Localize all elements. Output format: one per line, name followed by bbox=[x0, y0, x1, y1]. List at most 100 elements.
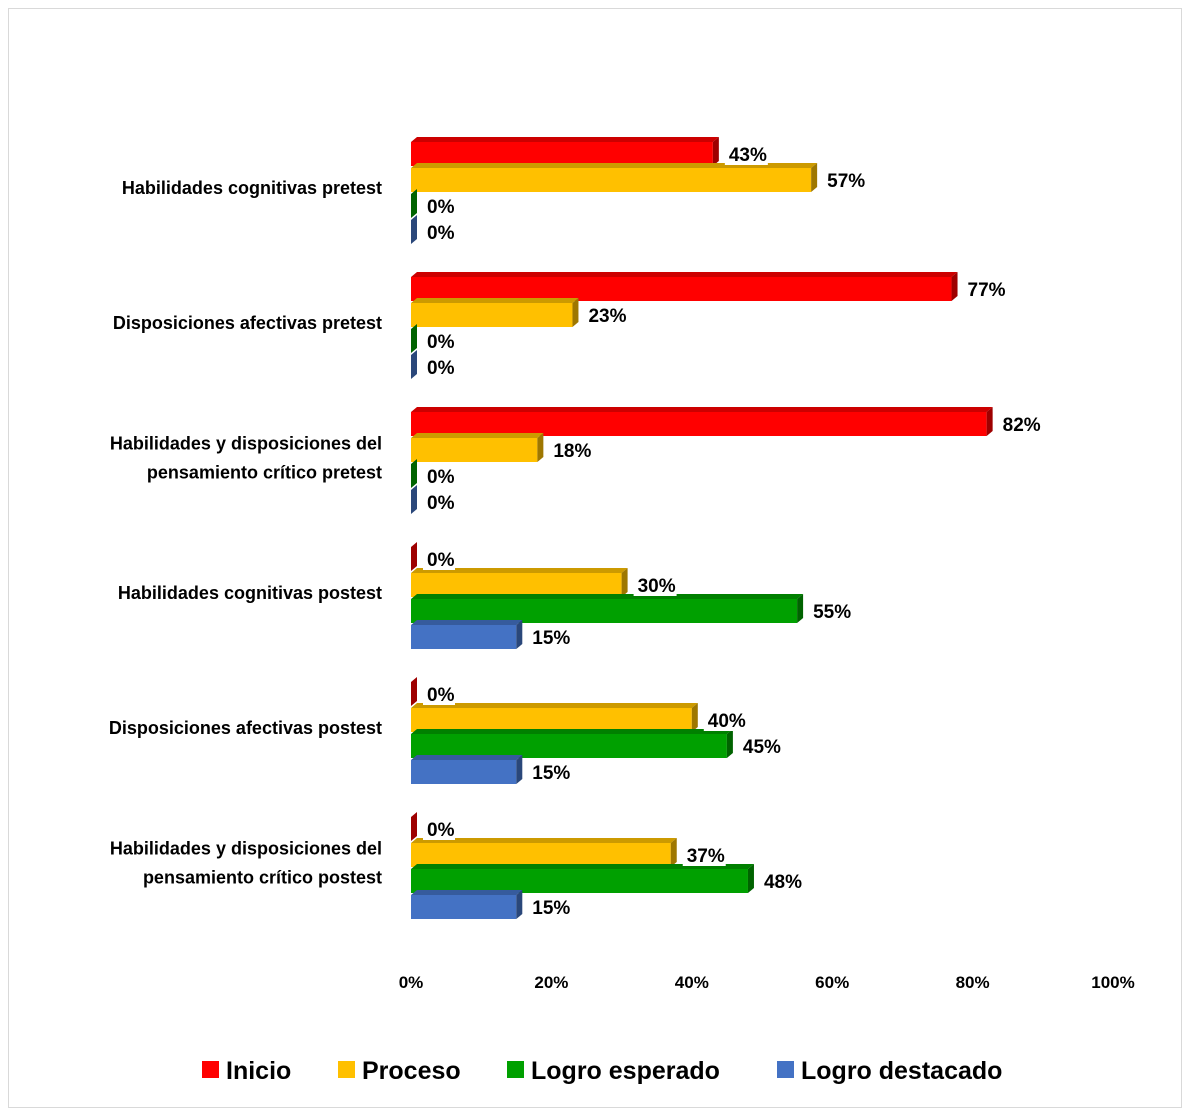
bar bbox=[411, 350, 417, 379]
bars bbox=[411, 137, 993, 919]
data-label-bg bbox=[423, 195, 455, 217]
data-label-bg bbox=[584, 304, 628, 326]
category-label: Habilidades y disposiciones del pensamien… bbox=[110, 434, 382, 483]
data-label: 0% bbox=[427, 197, 455, 218]
data-label-bg bbox=[528, 761, 572, 783]
data-label: 15% bbox=[532, 628, 570, 649]
category-label: Habilidades cognitivas postest bbox=[118, 583, 382, 603]
bar bbox=[411, 703, 698, 732]
legend-label: Logro esperado bbox=[531, 1057, 720, 1085]
bar bbox=[411, 838, 677, 867]
data-label: 0% bbox=[427, 223, 455, 244]
x-tick-label: 0% bbox=[399, 973, 424, 992]
data-label-bg bbox=[423, 548, 455, 570]
bar bbox=[411, 568, 628, 597]
bar bbox=[411, 433, 544, 462]
data-label-bg bbox=[963, 278, 1007, 300]
legend-label: Logro destacado bbox=[801, 1057, 1002, 1085]
data-label-bg bbox=[759, 870, 803, 892]
data-label-bg bbox=[423, 465, 455, 487]
x-tick-label: 80% bbox=[956, 973, 990, 992]
data-label: 23% bbox=[588, 306, 626, 327]
bar bbox=[411, 215, 417, 244]
category-labels: Habilidades cognitivas pretest Disposicio… bbox=[109, 178, 382, 888]
x-tick-label: 60% bbox=[815, 973, 849, 992]
data-labels: 43% 57% 0% 0% 77% 23% 0% 0% 82% 18% 0% 0% 0% 30% 55% 15… bbox=[423, 143, 1042, 919]
x-axis-ticks: 0% 20% 40% 60% 80% 100% bbox=[399, 973, 1135, 992]
x-tick-label: 40% bbox=[675, 973, 709, 992]
data-label-bg bbox=[633, 574, 677, 596]
x-tick-label: 20% bbox=[534, 973, 568, 992]
bar bbox=[411, 163, 818, 192]
data-label-bg bbox=[682, 844, 726, 866]
data-label: 0% bbox=[427, 550, 455, 571]
bar bbox=[411, 620, 523, 649]
data-label: 40% bbox=[708, 711, 746, 732]
data-label-bg bbox=[809, 600, 853, 622]
data-label-bg bbox=[998, 413, 1042, 435]
bar bbox=[411, 729, 733, 758]
bar bbox=[411, 189, 417, 218]
bar bbox=[411, 890, 523, 919]
bar bbox=[411, 459, 417, 488]
legend-label: Proceso bbox=[362, 1057, 461, 1085]
legend-item: Logro esperado bbox=[507, 1057, 720, 1085]
bar bbox=[411, 272, 958, 301]
legend-swatch bbox=[202, 1061, 219, 1078]
data-label: 48% bbox=[764, 872, 802, 893]
data-label: 0% bbox=[427, 493, 455, 514]
bar bbox=[411, 677, 417, 706]
legend-swatch bbox=[507, 1061, 524, 1078]
data-label: 0% bbox=[427, 358, 455, 379]
bar bbox=[411, 542, 417, 571]
category-label: Disposiciones afectivas postest bbox=[109, 718, 382, 738]
bar bbox=[411, 594, 804, 623]
bar bbox=[411, 864, 754, 893]
data-label-bg bbox=[549, 439, 593, 461]
data-label-bg bbox=[423, 221, 455, 243]
legend-label: Inicio bbox=[226, 1057, 291, 1085]
data-label: 15% bbox=[532, 763, 570, 784]
legend-item: Inicio bbox=[202, 1057, 291, 1085]
legend-swatch bbox=[338, 1061, 355, 1078]
bar bbox=[411, 755, 523, 784]
data-label: 43% bbox=[729, 145, 767, 166]
data-label: 15% bbox=[532, 898, 570, 919]
data-label: 57% bbox=[827, 171, 865, 192]
bar bbox=[411, 812, 417, 841]
data-label: 0% bbox=[427, 685, 455, 706]
data-label-bg bbox=[423, 491, 455, 513]
legend-item: Proceso bbox=[338, 1057, 461, 1085]
data-label-bg bbox=[738, 735, 782, 757]
category-label: Habilidades y disposiciones del pensamien… bbox=[110, 839, 382, 888]
legend-swatch bbox=[777, 1061, 794, 1078]
category-label: Disposiciones afectivas pretest bbox=[113, 313, 382, 333]
data-label: 0% bbox=[427, 820, 455, 841]
data-label: 55% bbox=[813, 602, 851, 623]
data-label: 0% bbox=[427, 467, 455, 488]
data-label-bg bbox=[423, 818, 455, 840]
data-label-bg bbox=[423, 330, 455, 352]
data-label-bg bbox=[724, 143, 768, 165]
data-label: 45% bbox=[743, 737, 781, 758]
bar bbox=[411, 137, 719, 166]
data-label-bg bbox=[423, 683, 455, 705]
bar bbox=[411, 407, 993, 436]
bar bbox=[411, 298, 579, 327]
data-label-bg bbox=[823, 169, 867, 191]
data-label: 30% bbox=[638, 576, 676, 597]
data-label-bg bbox=[703, 709, 747, 731]
bar bbox=[411, 485, 417, 514]
legend: Inicio Proceso Logro esperado Logro destaca… bbox=[202, 1057, 1002, 1085]
legend-item: Logro destacado bbox=[777, 1057, 1002, 1085]
data-label-bg bbox=[528, 896, 572, 918]
data-label: 18% bbox=[553, 441, 591, 462]
data-label: 77% bbox=[968, 280, 1006, 301]
data-label: 82% bbox=[1003, 415, 1041, 436]
bar bbox=[411, 324, 417, 353]
x-tick-label: 100% bbox=[1091, 973, 1134, 992]
data-label-bg bbox=[423, 356, 455, 378]
category-label: Habilidades cognitivas pretest bbox=[122, 178, 382, 198]
data-label-bg bbox=[528, 626, 572, 648]
